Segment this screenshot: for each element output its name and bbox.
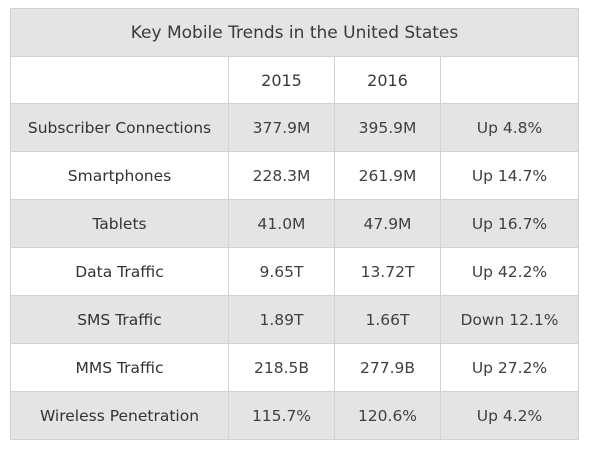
header-cell-2015: 2015 [228,56,335,104]
table-row: Subscriber Connections 377.9M 395.9M Up … [10,103,579,152]
table-title-row: Key Mobile Trends in the United States [10,8,579,57]
header-cell-2016: 2016 [334,56,441,104]
header-cell-label [10,56,229,104]
change-value: Up 4.8% [440,103,579,152]
value-2015: 377.9M [228,103,335,152]
table-title: Key Mobile Trends in the United States [10,8,579,57]
value-2015: 41.0M [228,199,335,248]
value-2016: 13.72T [334,247,441,296]
value-2016: 261.9M [334,151,441,200]
table-row: Data Traffic 9.65T 13.72T Up 42.2% [10,247,579,296]
table-row: Tablets 41.0M 47.9M Up 16.7% [10,199,579,248]
value-2015: 1.89T [228,295,335,344]
value-2015: 218.5B [228,343,335,392]
value-2016: 277.9B [334,343,441,392]
table-row: Wireless Penetration 115.7% 120.6% Up 4.… [10,391,579,440]
row-label: Wireless Penetration [10,391,229,440]
change-value: Up 16.7% [440,199,579,248]
change-value: Up 14.7% [440,151,579,200]
mobile-trends-table-container: Key Mobile Trends in the United States 2… [10,8,579,447]
row-label: MMS Traffic [10,343,229,392]
row-label: Smartphones [10,151,229,200]
table-row: Smartphones 228.3M 261.9M Up 14.7% [10,151,579,200]
value-2016: 1.66T [334,295,441,344]
value-2016: 395.9M [334,103,441,152]
change-value: Up 4.2% [440,391,579,440]
value-2015: 115.7% [228,391,335,440]
row-label: Tablets [10,199,229,248]
mobile-trends-table: Key Mobile Trends in the United States 2… [10,8,579,440]
header-cell-change [440,56,579,104]
value-2015: 228.3M [228,151,335,200]
value-2016: 120.6% [334,391,441,440]
table-row: MMS Traffic 218.5B 277.9B Up 27.2% [10,343,579,392]
row-label: SMS Traffic [10,295,229,344]
value-2015: 9.65T [228,247,335,296]
change-value: Down 12.1% [440,295,579,344]
change-value: Up 42.2% [440,247,579,296]
row-label: Data Traffic [10,247,229,296]
value-2016: 47.9M [334,199,441,248]
table-row: SMS Traffic 1.89T 1.66T Down 12.1% [10,295,579,344]
row-label: Subscriber Connections [10,103,229,152]
change-value: Up 27.2% [440,343,579,392]
table-header-row: 2015 2016 [10,56,579,104]
